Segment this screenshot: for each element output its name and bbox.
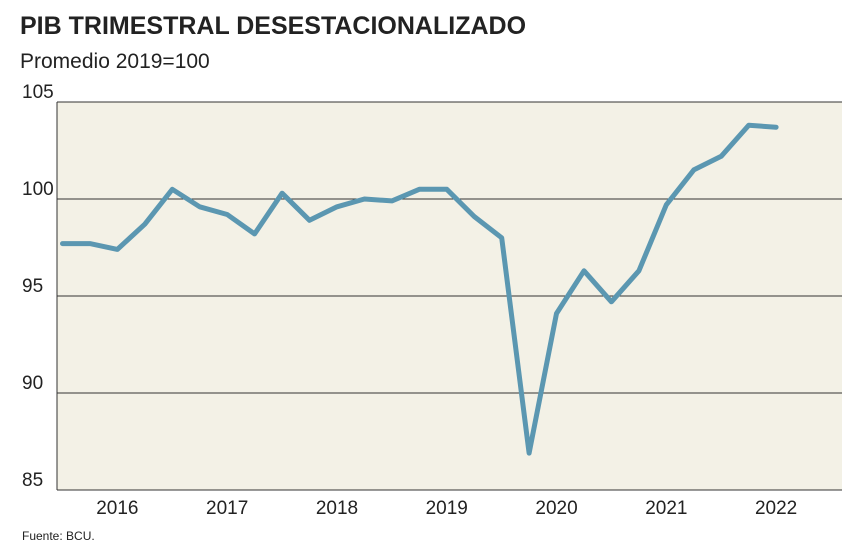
x-tick-label: 2020 <box>535 498 577 519</box>
source: Fuente: BCU. <box>22 529 95 543</box>
line-series <box>60 122 779 456</box>
y-tick-label: 85 <box>22 470 43 491</box>
y-tick-label: 90 <box>22 373 43 394</box>
chart-subtitle: Promedio 2019=100 <box>20 50 210 73</box>
y-tick-label: 105 <box>22 82 54 103</box>
y-tick-label: 95 <box>22 276 43 297</box>
x-tick-label: 2019 <box>426 498 468 519</box>
chart-title: PIB TRIMESTRAL DESESTACIONALIZADO <box>20 12 526 40</box>
x-tick-label: 2021 <box>645 498 687 519</box>
x-tick-label: 2022 <box>755 498 797 519</box>
y-tick-label: 100 <box>22 179 54 200</box>
x-tick-label: 2017 <box>206 498 248 519</box>
x-tick-label: 2016 <box>96 498 138 519</box>
x-tick-label: 2018 <box>316 498 358 519</box>
